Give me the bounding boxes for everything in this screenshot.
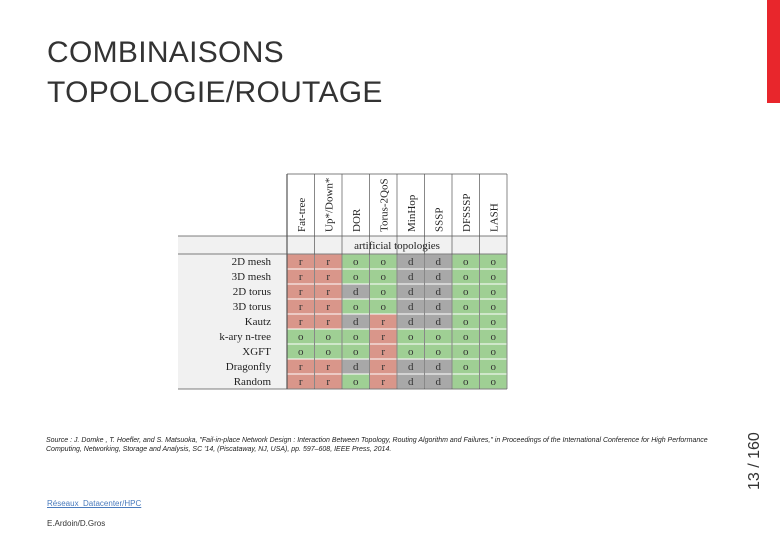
cell-value: d [353, 286, 359, 298]
cell-value: d [436, 316, 442, 328]
cell-value: r [299, 316, 303, 328]
cell-value: r [381, 331, 385, 343]
cell-value: o [491, 361, 497, 373]
cell-value: o [353, 271, 359, 283]
cell-value: o [381, 256, 387, 268]
cell-value: o [491, 301, 497, 313]
cell-value: o [463, 301, 469, 313]
column-header: DOR [351, 208, 363, 232]
cell-value: r [326, 256, 330, 268]
cell-value: d [408, 376, 414, 388]
column-header: LASH [488, 203, 500, 232]
cell-value: o [326, 346, 332, 358]
cell-value: r [299, 376, 303, 388]
cell-value: d [436, 301, 442, 313]
cell-value: o [491, 256, 497, 268]
cell-value: o [463, 286, 469, 298]
cell-value: o [463, 256, 469, 268]
cell-value: r [381, 361, 385, 373]
cell-value: d [436, 271, 442, 283]
cell-value: o [298, 331, 304, 343]
cell-value: r [326, 361, 330, 373]
cell-value: o [436, 331, 442, 343]
cell-value: o [491, 286, 497, 298]
cell-value: o [491, 346, 497, 358]
source-citation: Source : J. Domke , T. Hoefler, and S. M… [46, 437, 708, 453]
column-header: MinHop [406, 194, 418, 232]
cell-value: o [381, 271, 387, 283]
cell-value: r [326, 301, 330, 313]
column-header: Torus-2QoS [378, 178, 390, 232]
cell-value: r [326, 316, 330, 328]
cell-value: o [381, 286, 387, 298]
cell-value: o [491, 316, 497, 328]
cell-value: o [491, 376, 497, 388]
row-label: 3D mesh [232, 271, 272, 283]
cell-value: r [299, 256, 303, 268]
page-number: 13 / 160 [746, 432, 763, 490]
cell-value: o [381, 301, 387, 313]
cell-value: d [353, 316, 359, 328]
row-label: Random [234, 376, 272, 388]
footer-authors: E.Ardoin/D.Gros [47, 519, 106, 528]
cell-value: d [408, 316, 414, 328]
cell-value: o [491, 331, 497, 343]
cell-value: r [326, 271, 330, 283]
cell-value: o [436, 346, 442, 358]
cell-value: o [463, 316, 469, 328]
cell-value: r [381, 346, 385, 358]
cell-value: o [463, 376, 469, 388]
cell-value: d [408, 361, 414, 373]
cell-value: r [299, 286, 303, 298]
row-label: Kautz [245, 316, 271, 328]
cell-value: d [436, 361, 442, 373]
cell-value: o [463, 361, 469, 373]
cell-value: r [326, 286, 330, 298]
cell-value: d [353, 361, 359, 373]
cell-value: o [298, 346, 304, 358]
cell-value: o [408, 331, 414, 343]
row-label: k-ary n-tree [219, 331, 271, 343]
cell-value: d [436, 376, 442, 388]
cell-value: o [353, 331, 359, 343]
cell-value: r [381, 316, 385, 328]
row-label: 3D torus [233, 301, 271, 313]
footer-link[interactable]: Réseaux_Datacenter/HPC [47, 499, 142, 508]
row-label: 2D torus [233, 286, 271, 298]
cell-value: o [463, 331, 469, 343]
row-label: XGFT [242, 346, 271, 358]
cell-value: o [353, 256, 359, 268]
cell-value: d [408, 301, 414, 313]
cell-value: r [326, 376, 330, 388]
slide-title: COMBINAISONS TOPOLOGIE/ROUTAGE [47, 33, 383, 113]
cell-value: o [326, 331, 332, 343]
accent-bar [767, 0, 780, 103]
cell-value: o [463, 271, 469, 283]
cell-value: r [299, 271, 303, 283]
topology-routing-matrix: r r o o d d o o 2D mesh r r o o d d o o 3D mesh r r d o d d o o 2D… [178, 170, 568, 396]
title-line-2: TOPOLOGIE/ROUTAGE [47, 76, 383, 109]
row-label: 2D mesh [232, 256, 272, 268]
column-header: Fat-tree [296, 198, 308, 232]
cell-value: r [299, 361, 303, 373]
cell-value: r [381, 376, 385, 388]
cell-value: o [353, 301, 359, 313]
cell-value: d [436, 256, 442, 268]
cell-value: o [353, 376, 359, 388]
cell-value: d [408, 271, 414, 283]
column-header: Up*/Down* [323, 178, 335, 232]
cell-value: o [463, 346, 469, 358]
cell-value: o [408, 346, 414, 358]
title-line-1: COMBINAISONS [47, 36, 284, 69]
cell-value: d [408, 286, 414, 298]
column-header: DFSSSP [461, 193, 473, 232]
cell-value: d [436, 286, 442, 298]
column-header: SSSP [433, 208, 445, 232]
cell-value: r [299, 301, 303, 313]
cell-value: o [491, 271, 497, 283]
cell-value: d [408, 256, 414, 268]
row-label: Dragonfly [226, 361, 272, 373]
cell-value: o [353, 346, 359, 358]
